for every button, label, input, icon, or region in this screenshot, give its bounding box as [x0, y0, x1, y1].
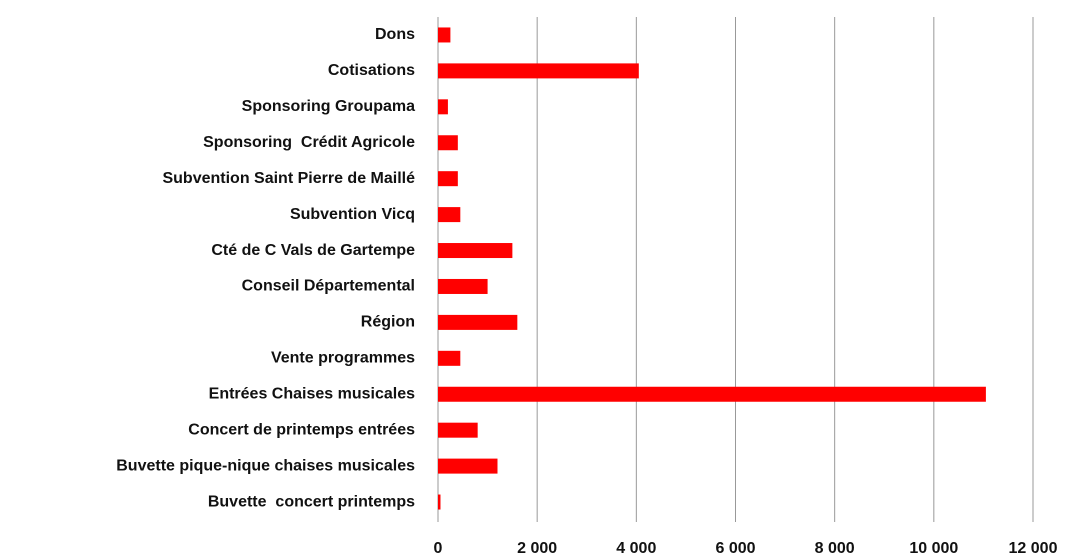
y-tick-label: Cté de C Vals de Gartempe	[211, 242, 415, 259]
bar	[438, 99, 448, 115]
x-tick-label: 6 000	[715, 540, 755, 557]
bar	[438, 278, 488, 294]
y-tick-label: Conseil Départemental	[242, 278, 415, 295]
y-tick-label: Concert de printemps entrées	[188, 421, 415, 438]
y-tick-label: Buvette concert printemps	[208, 493, 415, 510]
x-tick-label: 8 000	[815, 540, 855, 557]
y-tick-label: Sponsoring Groupama	[242, 98, 415, 115]
y-tick-label: Subvention Vicq	[290, 206, 415, 223]
x-tick-label: 4 000	[616, 540, 656, 557]
bar	[438, 171, 458, 187]
y-tick-label: Entrées Chaises musicales	[209, 385, 415, 402]
y-tick-label: Région	[361, 314, 415, 331]
bar	[438, 207, 461, 223]
x-tick-label: 12 000	[1009, 540, 1058, 557]
y-tick-label: Buvette pique-nique chaises musicales	[116, 457, 415, 474]
bar	[438, 314, 518, 330]
bar	[438, 494, 441, 510]
x-tick-label: 10 000	[909, 540, 958, 557]
y-tick-label: Cotisations	[328, 62, 415, 79]
bar	[438, 422, 478, 438]
bar	[438, 243, 513, 259]
bar	[438, 135, 458, 151]
x-tick-label: 2 000	[517, 540, 557, 557]
x-tick-label: 0	[434, 540, 443, 557]
y-tick-label: Vente programmes	[271, 350, 415, 367]
y-tick-label: Sponsoring Crédit Agricole	[203, 134, 415, 151]
bar	[438, 27, 451, 43]
y-tick-label: Subvention Saint Pierre de Maillé	[162, 170, 415, 187]
bar	[438, 350, 461, 366]
bar	[438, 386, 986, 402]
bar	[438, 458, 498, 474]
y-tick-label: Dons	[375, 26, 415, 43]
bar	[438, 63, 639, 79]
